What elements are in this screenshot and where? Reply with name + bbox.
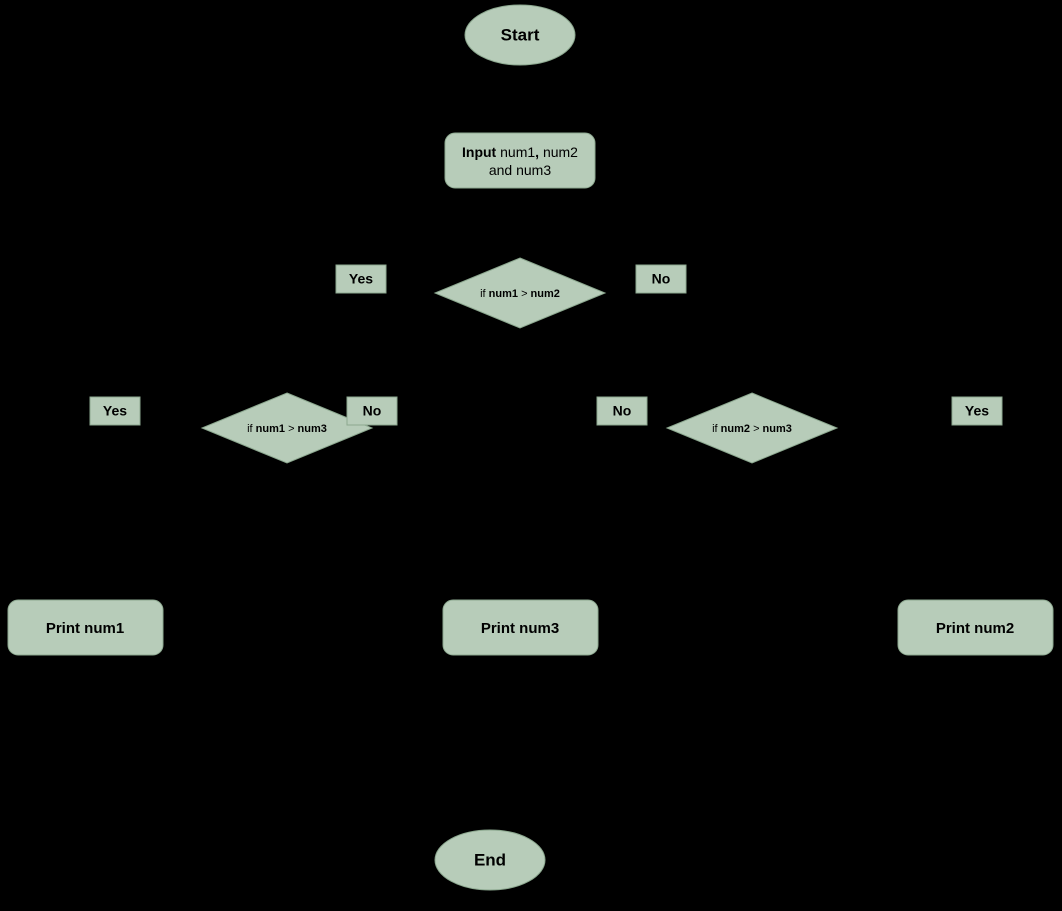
end-label: End: [474, 850, 506, 869]
decision1-label: if num1 > num2: [480, 288, 560, 300]
decision3-label: if num2 > num3: [712, 423, 792, 435]
input-label-line2: and num3: [489, 162, 551, 178]
no3-label: No: [613, 403, 632, 419]
no1-label: No: [652, 271, 671, 287]
start-label: Start: [501, 25, 540, 44]
print-num2-label: Print num2: [936, 620, 1014, 637]
input-node: [445, 133, 595, 188]
yes1-label: Yes: [349, 271, 373, 287]
no2-label: No: [363, 403, 382, 419]
yes3-label: Yes: [965, 403, 989, 419]
yes2-label: Yes: [103, 403, 127, 419]
flowchart-canvas: Start Input num1, num2 and num3 if num1 …: [0, 0, 1062, 911]
print-num3-label: Print num3: [481, 620, 559, 637]
input-label-line1: Input num1, num2: [462, 144, 578, 160]
decision2-label: if num1 > num3: [247, 423, 327, 435]
print-num1-label: Print num1: [46, 620, 124, 637]
